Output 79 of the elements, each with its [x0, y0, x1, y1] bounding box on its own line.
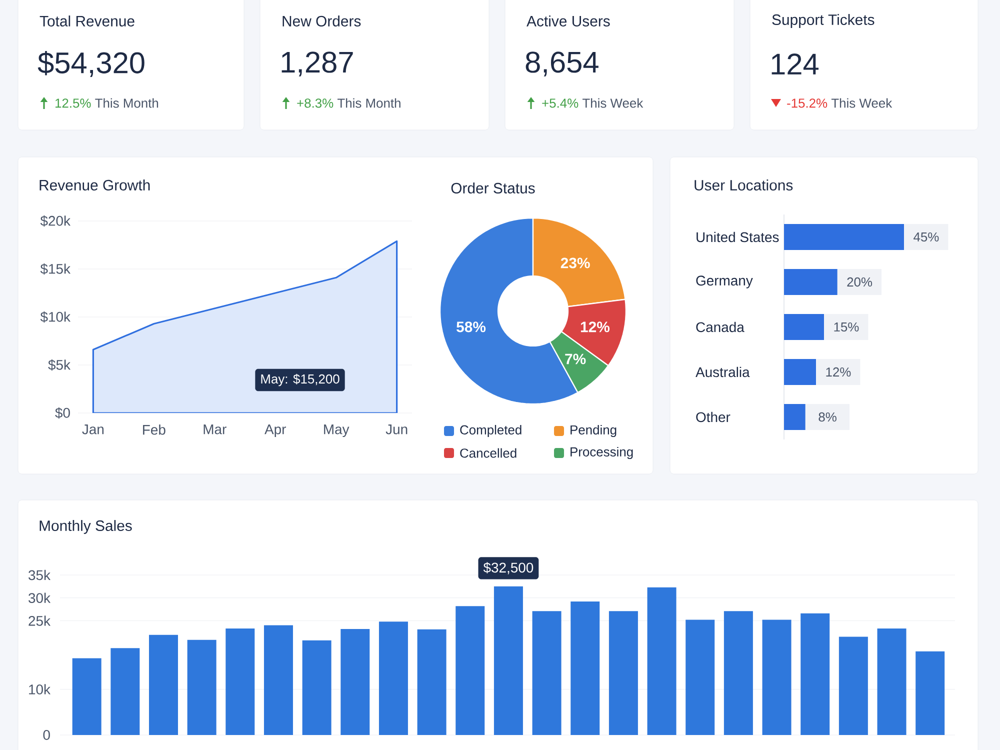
bar [762, 620, 792, 735]
bar [608, 611, 638, 735]
x-tick-label: Apr [264, 424, 286, 438]
legend-label: Processing [570, 446, 633, 460]
bar [532, 611, 562, 735]
bar [570, 602, 600, 735]
text: Total Revenue [40, 16, 134, 26]
bar [838, 636, 868, 735]
y-tick-label: 30k [28, 592, 50, 603]
text: $54,320 [38, 51, 144, 77]
bar [916, 651, 945, 735]
data-label: 8% [818, 412, 836, 422]
bar [686, 620, 715, 735]
data-label: 20% [847, 277, 872, 287]
bar [148, 634, 178, 735]
data-label: 12% [826, 367, 851, 377]
y-tick-label: Germany [696, 276, 753, 288]
y-tick-label: 35k [28, 570, 50, 580]
data-label: 7% [565, 354, 586, 364]
text: This Month [95, 98, 158, 108]
text: Support Tickets [772, 14, 874, 28]
text: This Week [831, 98, 892, 108]
legend-label: Cancelled [460, 448, 516, 458]
y-tick-label: $20k [40, 215, 70, 227]
bar [302, 640, 332, 735]
x-tick-label: Jan [82, 424, 104, 434]
chart-title: User Locations [694, 180, 793, 190]
annotation: May: $15,200 [261, 374, 340, 386]
text: 8,654 [526, 52, 598, 76]
x-tick-label: May [324, 424, 350, 438]
text: 124 [772, 54, 819, 74]
data-label: 58% [456, 322, 486, 332]
bar [340, 628, 370, 735]
y-tick-label: $15k [40, 263, 70, 275]
legend-label: Pending [570, 424, 616, 438]
x-tick-label: Feb [143, 424, 166, 435]
bar [877, 628, 906, 735]
x-tick-label: Mar [204, 424, 226, 434]
x-tick-label: Jun [386, 424, 408, 434]
annotation: $32,500 [483, 562, 534, 574]
bar [110, 648, 140, 735]
bar [187, 640, 216, 735]
y-tick-label: Australia [696, 366, 750, 378]
y-tick-label: Canada [696, 322, 744, 332]
bar [647, 587, 676, 735]
data-label: 23% [560, 258, 590, 268]
y-tick-label: 0 [43, 730, 50, 740]
bar [724, 611, 753, 735]
data-label: +5.4% [542, 98, 578, 108]
bar [378, 622, 408, 735]
bar [264, 625, 293, 735]
y-tick-label: United States [696, 232, 779, 242]
bar [800, 613, 830, 735]
bar [494, 586, 523, 735]
y-tick-label: $0 [55, 407, 70, 419]
legend-label: Completed [460, 424, 522, 438]
data-label: -15.2% [787, 98, 828, 108]
text: This Month [338, 98, 400, 108]
data-label: 12% [580, 322, 610, 332]
bar [417, 629, 446, 735]
y-tick-label: Other [696, 412, 730, 422]
bar [226, 628, 255, 735]
chart-title: Monthly Sales [40, 520, 132, 534]
bar [72, 658, 102, 735]
data-label: 12.5% [56, 98, 91, 108]
chart-title: Revenue Growth [40, 180, 150, 190]
data-label: +8.3% [297, 98, 334, 108]
bar [456, 606, 485, 735]
y-tick-label: 10k [29, 684, 50, 694]
text: New Orders [282, 16, 361, 26]
data-label: 45% [914, 232, 939, 242]
y-tick-label: $5k [48, 359, 71, 371]
data-label: 15% [834, 322, 859, 332]
text: Active Users [526, 16, 610, 26]
chart-title: Order Status [451, 182, 535, 194]
text: This Week [582, 98, 644, 108]
text: 1,287 [282, 52, 353, 76]
y-tick-label: 25k [28, 616, 50, 626]
y-tick-label: $10k [40, 311, 70, 323]
